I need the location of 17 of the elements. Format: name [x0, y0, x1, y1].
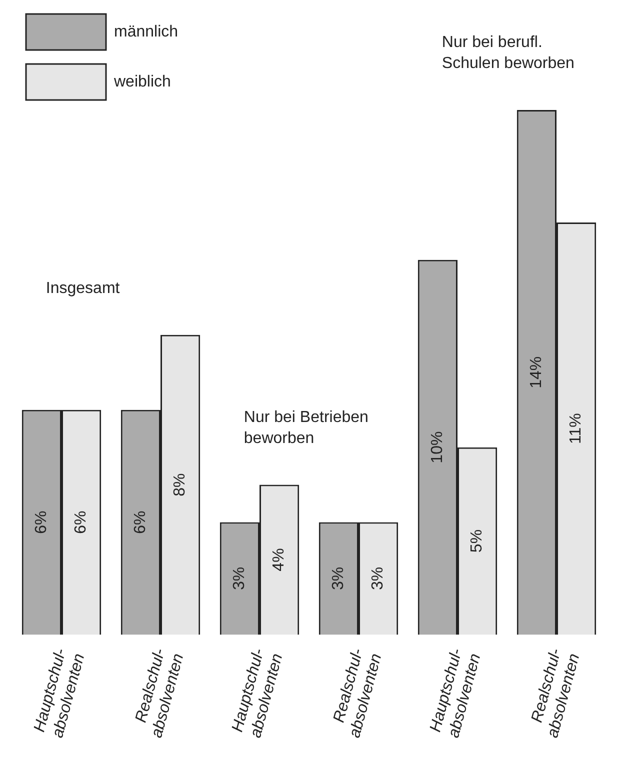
data-label: 3% — [231, 566, 248, 590]
text: Nur bei berufl. Schulen beworben — [442, 34, 574, 72]
legend-label: weiblich — [113, 73, 523, 90]
data-label: 3% — [330, 566, 348, 590]
legend-label: männlich — [114, 23, 178, 40]
data-label: 14% — [528, 356, 546, 388]
data-label: 5% — [468, 529, 486, 553]
data-label: 4% — [270, 548, 288, 572]
data-label: 6% — [33, 510, 50, 534]
data-label: 10% — [429, 431, 446, 464]
data-label: 11% — [568, 413, 585, 444]
annotation: Nur bei Betrieben beworben — [244, 408, 368, 447]
annotation: Insgesamt — [46, 280, 120, 297]
data-label: 6% — [132, 510, 150, 534]
data-label: 3% — [370, 566, 387, 590]
data-label: 8% — [172, 473, 189, 496]
data-label: 6% — [72, 510, 90, 534]
